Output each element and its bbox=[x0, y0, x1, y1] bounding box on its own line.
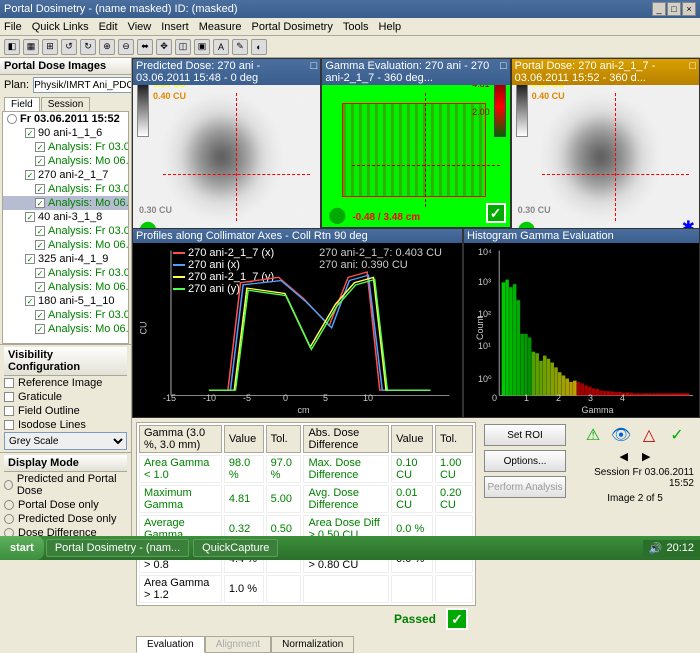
start-button[interactable]: start bbox=[0, 536, 44, 560]
colorbar bbox=[137, 77, 149, 137]
taskbar-app[interactable]: QuickCapture bbox=[193, 539, 278, 557]
tool-icon[interactable]: ◧ bbox=[4, 39, 20, 55]
menu-measure[interactable]: Measure bbox=[199, 21, 242, 33]
perform-analysis-button[interactable]: Perform Analysis bbox=[484, 476, 566, 498]
image-tree[interactable]: Fr 03.06.2011 15:52 ✓90 ani-1_1_6✓Analys… bbox=[2, 111, 129, 344]
tab-field[interactable]: Field bbox=[4, 97, 40, 111]
colorbar bbox=[494, 77, 506, 137]
taskbar: start Portal Dosimetry - (nam... QuickCa… bbox=[0, 536, 700, 560]
set-roi-button[interactable]: Set ROI bbox=[484, 424, 566, 446]
tree-item[interactable]: ✓270 ani-2_1_7 bbox=[3, 168, 128, 182]
passed-label: Passed bbox=[390, 608, 440, 630]
portal-dose-view[interactable]: Portal Dose: 270 ani-2_1_7 - 03.06.2011 … bbox=[511, 58, 700, 228]
tree-analysis[interactable]: ✓Analysis: Mo 06.06.2011 bbox=[3, 154, 128, 168]
tree-root[interactable]: Fr 03.06.2011 15:52 bbox=[20, 113, 120, 125]
tool-icon[interactable]: ⊖ bbox=[118, 39, 134, 55]
gamma-evaluation-view[interactable]: Gamma Evaluation: 270 ani - 270 ani-2_1_… bbox=[321, 58, 510, 228]
session-label: Session Fr 03.06.2011 15:52 bbox=[576, 467, 694, 489]
sidebar-title: Portal Dose Images bbox=[0, 58, 131, 75]
minimize-button[interactable]: _ bbox=[652, 2, 666, 16]
tree-analysis[interactable]: ✓Analysis: Fr 03.06.2011 bbox=[3, 140, 128, 154]
tool-icon[interactable]: ↻ bbox=[80, 39, 96, 55]
checkbox[interactable] bbox=[4, 406, 14, 416]
tool-icon[interactable]: ↺ bbox=[61, 39, 77, 55]
tab-evaluation[interactable]: Evaluation bbox=[136, 636, 205, 653]
prev-button[interactable]: ◀ bbox=[620, 450, 628, 463]
eye-icon[interactable]: 👁 bbox=[610, 424, 632, 446]
image-count: Image 2 of 5 bbox=[607, 493, 663, 504]
plan-label: Plan: bbox=[4, 79, 29, 91]
radio[interactable] bbox=[4, 480, 13, 490]
clock-icon bbox=[7, 114, 17, 124]
window-title: Portal Dosimetry - (name masked) ID: (ma… bbox=[4, 3, 238, 15]
orientation-icon: ⬤ bbox=[328, 205, 346, 225]
menu-portaldosimetry[interactable]: Portal Dosimetry bbox=[252, 21, 333, 33]
next-button[interactable]: ▶ bbox=[642, 450, 650, 463]
tree-item[interactable]: ✓325 ani-4_1_9 bbox=[3, 252, 128, 266]
radio[interactable] bbox=[4, 500, 14, 510]
tool-icon[interactable]: ⬌ bbox=[137, 39, 153, 55]
tree-item[interactable]: ✓90 ani-1_1_6 bbox=[3, 126, 128, 140]
passed-icon: ✓ bbox=[446, 608, 468, 630]
tree-analysis[interactable]: ✓Analysis: Mo 06.06.2011 bbox=[3, 322, 128, 336]
tree-item[interactable]: ✓40 ani-3_1_8 bbox=[3, 210, 128, 224]
menu-insert[interactable]: Insert bbox=[161, 21, 189, 33]
menubar: File Quick Links Edit View Insert Measur… bbox=[0, 18, 700, 36]
plan-input[interactable] bbox=[33, 77, 132, 93]
tool-icon[interactable]: ⊕ bbox=[99, 39, 115, 55]
radio[interactable] bbox=[4, 514, 14, 524]
tree-analysis[interactable]: ✓Analysis: Fr 03.06.2011 bbox=[3, 266, 128, 280]
close-button[interactable]: × bbox=[682, 2, 696, 16]
titlebar: Portal Dosimetry - (name masked) ID: (ma… bbox=[0, 0, 700, 18]
display-title: Display Mode bbox=[4, 455, 127, 472]
menu-view[interactable]: View bbox=[128, 21, 152, 33]
tree-analysis[interactable]: ✓Analysis: Fr 03.06.2011 bbox=[3, 308, 128, 322]
view-close-icon[interactable]: □ bbox=[500, 60, 507, 84]
tool-icon[interactable]: ✥ bbox=[156, 39, 172, 55]
tool-icon[interactable]: A bbox=[213, 39, 229, 55]
tree-analysis[interactable]: ✓Analysis: Fr 03.06.2011 bbox=[3, 224, 128, 238]
view-close-icon[interactable]: □ bbox=[689, 60, 696, 84]
check-icon: ✓ bbox=[666, 424, 688, 446]
triangle-icon: △ bbox=[638, 424, 660, 446]
profiles-chart[interactable]: Profiles along Collimator Axes - Coll Rt… bbox=[132, 228, 463, 418]
tool-icon[interactable]: ▣ bbox=[194, 39, 210, 55]
checkbox[interactable] bbox=[4, 420, 14, 430]
tree-item[interactable]: ✓180 ani-5_1_10 bbox=[3, 294, 128, 308]
taskbar-app[interactable]: Portal Dosimetry - (nam... bbox=[46, 539, 189, 557]
tool-icon[interactable]: ◫ bbox=[175, 39, 191, 55]
tool-icon[interactable]: ▦ bbox=[23, 39, 39, 55]
view-close-icon[interactable]: □ bbox=[311, 60, 318, 84]
predicted-dose-view[interactable]: Predicted Dose: 270 ani - 03.06.2011 15:… bbox=[132, 58, 321, 228]
tool-icon[interactable]: ◐ bbox=[251, 39, 267, 55]
toolbar: ◧ ▦ ⊞ ↺ ↻ ⊕ ⊖ ⬌ ✥ ◫ ▣ A ✎ ◐ bbox=[0, 36, 700, 58]
tool-icon[interactable]: ⊞ bbox=[42, 39, 58, 55]
colormap-select[interactable]: Grey Scale bbox=[4, 432, 127, 450]
visibility-title: Visibility Configuration bbox=[4, 347, 127, 376]
menu-help[interactable]: Help bbox=[379, 21, 402, 33]
tree-analysis[interactable]: ✓Analysis: Fr 03.06.2011 bbox=[3, 182, 128, 196]
tray-icon[interactable]: 🔊 bbox=[649, 542, 663, 555]
checkbox[interactable] bbox=[4, 392, 14, 402]
menu-edit[interactable]: Edit bbox=[99, 21, 118, 33]
maximize-button[interactable]: □ bbox=[667, 2, 681, 16]
tab-session[interactable]: Session bbox=[41, 97, 91, 111]
tree-analysis[interactable]: ✓Analysis: Mo 06.06.2011 bbox=[3, 238, 128, 252]
colorbar bbox=[516, 77, 528, 137]
gamma-table: Gamma (3.0 %, 3.0 mm)ValueTol.Abs. Dose … bbox=[136, 422, 476, 606]
tree-analysis[interactable]: ✓Analysis: Mo 06.06.2011 bbox=[3, 196, 128, 210]
histogram-chart[interactable]: Histogram Gamma Evaluation Count Gamma 0… bbox=[463, 228, 700, 418]
tool-icon[interactable]: ✎ bbox=[232, 39, 248, 55]
tab-alignment[interactable]: Alignment bbox=[205, 636, 271, 653]
tab-normalization[interactable]: Normalization bbox=[271, 636, 354, 653]
options-button[interactable]: Options... bbox=[484, 450, 566, 472]
menu-file[interactable]: File bbox=[4, 21, 22, 33]
checkbox[interactable] bbox=[4, 378, 14, 388]
gamma-pass-icon: ✓ bbox=[486, 203, 506, 223]
tree-analysis[interactable]: ✓Analysis: Mo 06.06.2011 bbox=[3, 280, 128, 294]
warning-icon: ⚠ bbox=[582, 424, 604, 446]
menu-quicklinks[interactable]: Quick Links bbox=[32, 21, 89, 33]
menu-tools[interactable]: Tools bbox=[343, 21, 369, 33]
clock[interactable]: 20:12 bbox=[666, 542, 694, 554]
